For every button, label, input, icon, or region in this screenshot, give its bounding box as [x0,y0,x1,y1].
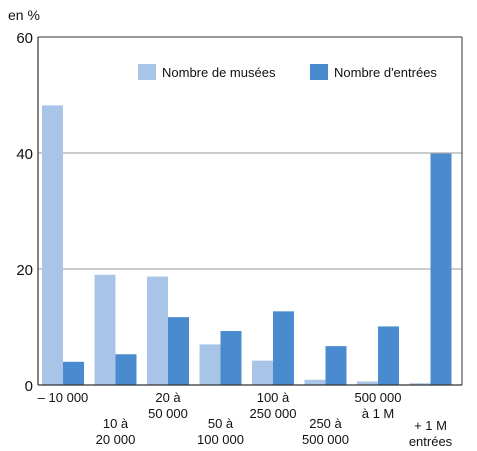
bar-musees [252,361,273,385]
y-tick-label: 40 [16,146,33,163]
y-tick-label: 60 [16,30,33,47]
x-category-label: 250 000 [250,406,297,421]
x-category-label: à 1 M [362,406,395,421]
bar-entrees [431,154,452,385]
x-category-label: + 1 M [414,418,447,433]
x-category-label: 10 à [103,416,129,431]
bar-musees [95,275,116,385]
legend-label: Nombre de musées [162,65,276,80]
legend-swatch [310,64,328,80]
bar-musees [305,380,326,385]
x-category-label: 500 000 [302,432,349,447]
y-tick-label: 0 [25,378,33,395]
x-category-label: 100 000 [197,432,244,447]
bar-entrees [63,362,84,385]
legend-swatch [138,64,156,80]
bar-entrees [326,346,347,385]
legend-label: Nombre d'entrées [334,65,437,80]
x-category-label: – 10 000 [38,390,89,405]
x-category-label: 50 000 [148,406,188,421]
bar-entrees [221,331,242,385]
x-category-label: 100 à [257,390,290,405]
x-category-label: 50 à [208,416,234,431]
bar-entrees [116,354,137,385]
bar-musees [200,344,221,385]
legend: Nombre de musées Nombre d'entrées [138,64,437,80]
y-tick-label: 20 [16,262,33,279]
x-category-label: 20 à [155,390,181,405]
y-tick-labels: 0 20 40 60 [16,30,33,395]
bar-entrees [168,317,189,385]
y-axis-unit-label: en % [8,7,40,23]
bar-entrees [378,326,399,385]
bar-entrees [273,311,294,385]
x-category-label: 20 000 [96,432,136,447]
x-category-label: 250 à [309,416,342,431]
bar-musees [42,105,63,385]
x-category-label: 500 000 [355,390,402,405]
bars [42,105,452,385]
bar-musees [147,277,168,385]
x-category-label: entrées [409,434,453,449]
